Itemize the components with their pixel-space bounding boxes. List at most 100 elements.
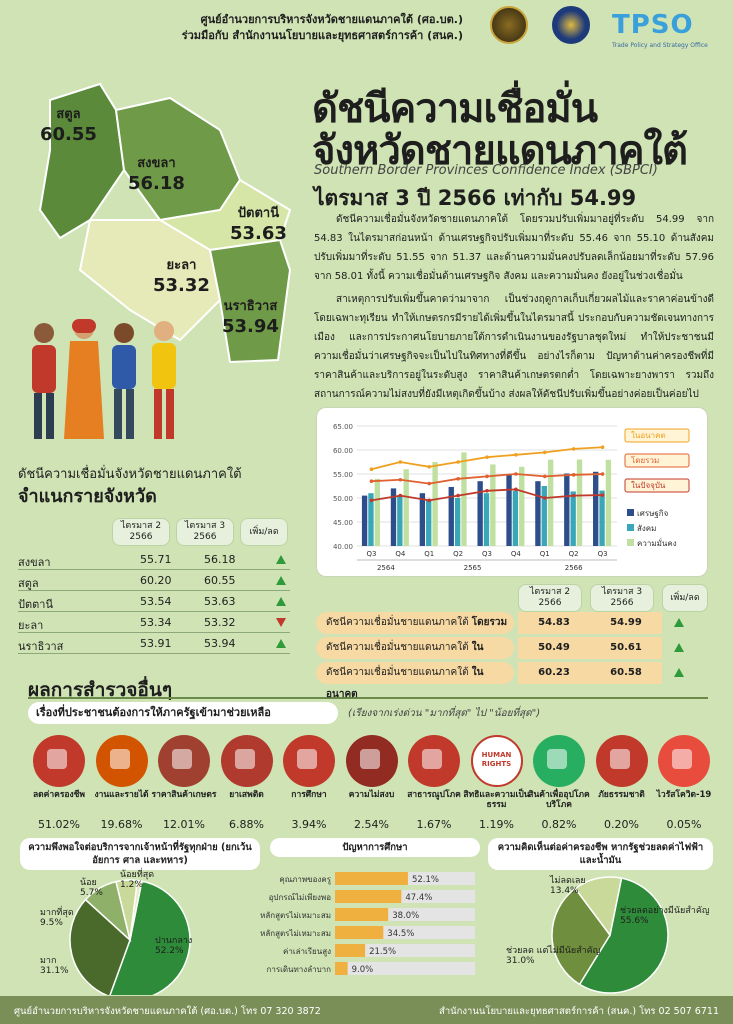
agriculture-icon — [158, 735, 210, 787]
disaster-icon — [595, 735, 648, 787]
index-col-q3: ไตรมาส 3 2566 — [590, 584, 654, 612]
chart-bar-1-1 — [397, 495, 403, 546]
arrow-up-icon — [276, 555, 286, 564]
chart-point-3-2 — [427, 465, 432, 469]
chart-point-5-5 — [514, 487, 518, 492]
chart-point-5-6 — [542, 496, 547, 500]
index-row-label-bold: โดยรวม — [471, 617, 508, 628]
help-item-label: ความไม่สงบ — [348, 790, 395, 800]
drugs-icon — [220, 735, 273, 787]
chart-point-4-7 — [571, 473, 576, 477]
help-item-percent: 6.88% — [229, 818, 264, 831]
province-row: นราธิวาส 53.91 53.94 — [18, 634, 290, 654]
chart-ytick: 55.00 — [333, 471, 353, 479]
chart-bar-1-5 — [512, 490, 519, 546]
org-line-1: ศูนย์อำนวยการบริหารจังหวัดชายแดนภาคใต้ (… — [200, 13, 463, 26]
help-item-label: ราคาสินค้าเกษตร — [151, 790, 217, 800]
help-item-label: ไวรัสโควิด-19 — [656, 790, 712, 800]
map-label-narathiwat: นราธิวาส 53.94 — [222, 299, 279, 337]
chart-ytick: 65.00 — [333, 423, 353, 431]
edu-bar-0 — [335, 872, 408, 885]
province-q3-value: 53.32 — [204, 616, 236, 629]
chart-xtick: Q2 — [453, 550, 463, 558]
ministry-seal-icon — [552, 6, 590, 44]
chart-bar-1-7 — [570, 491, 576, 546]
footer-right: สำนักงานนโยบายและยุทธศาสตร์การค้า (สนค.)… — [439, 1006, 719, 1017]
help-item-label: การศึกษา — [291, 790, 327, 800]
edu-bar-1 — [335, 890, 402, 903]
chart-legend-box — [624, 453, 690, 468]
icon-glyph — [672, 749, 692, 769]
chart-bar-2-8 — [605, 459, 612, 546]
chart-point-3-1 — [398, 460, 403, 464]
index-change-cell — [674, 668, 684, 680]
index-change-cell — [674, 643, 684, 655]
help-item-percent: 0.82% — [541, 818, 577, 831]
edu-bar-value: 38.0% — [392, 911, 419, 921]
pie-slice-1 — [551, 887, 611, 986]
chart-bar-1-4 — [483, 493, 490, 546]
map-label-satun: สตูล 60.55 — [40, 107, 97, 145]
province-row: ยะลา 53.34 53.32 — [18, 613, 290, 633]
chart-year-label: 2566 — [565, 564, 583, 572]
province-q3-value: 53.63 — [204, 595, 236, 608]
chart-year-label: 2565 — [464, 564, 482, 572]
index-row: ดัชนีความเชื่อมั่นชายแดนภาคใต้ ในปัจจุบั… — [316, 637, 708, 675]
help-item-percent: 0.20% — [604, 818, 639, 831]
map-label-yala: ยะลา 53.32 — [153, 258, 210, 296]
index-row-label: ดัชนีความเชื่อมั่นชายแดนภาคใต้ ในปัจจุบั… — [316, 637, 514, 675]
help-item-percent: 1.19% — [479, 818, 514, 831]
edu-bar-value: 21.5% — [369, 947, 396, 957]
chart-xtick: Q3 — [598, 550, 608, 558]
help-item-label: สาธารณูปโภค — [407, 790, 461, 800]
chart-point-4-6 — [542, 474, 547, 479]
arrow-up-icon — [276, 639, 286, 648]
chart-xtick: Q1 — [540, 550, 550, 558]
chart-point-3-8 — [600, 445, 605, 450]
chart-point-5-0 — [369, 498, 374, 503]
person-3-icon — [112, 323, 136, 439]
pie-label: ช่วยลดอย่างมีนัยสำคัญ 55.6% — [620, 905, 710, 926]
chart-xtick: Q4 — [511, 550, 522, 558]
index-trend-chart: 40.00 45.00 50.00 55.00 60.00 65.00 Q3 Q4 Q1 Q2 Q3… — [316, 407, 708, 577]
chart-ytick: 60.00 — [333, 447, 353, 455]
help-item-label: งานและรายได้ — [94, 790, 149, 800]
help-item-label: ยาเสพติด — [229, 790, 264, 800]
icon-glyph — [609, 749, 630, 769]
chart-legend-label: ในปัจจุบัน — [631, 481, 666, 490]
pie-slice-2 — [574, 876, 623, 937]
edu-bar-label: หลักสูตรไม่เหมาะสม — [260, 911, 331, 921]
help-item-label: ลดค่าครองชีพ — [32, 790, 86, 800]
province-name: นราธิวาส — [18, 640, 64, 653]
footer: ศูนย์อำนวยการบริหารจังหวัดชายแดนภาคใต้ (… — [0, 996, 733, 1024]
province-q2-value: 60.20 — [140, 574, 172, 587]
quarter-headline: ไตรมาส 3 ปี 2566 เท่ากับ 54.99 — [314, 186, 637, 210]
chart-bar-2-1 — [403, 469, 409, 546]
edu-bar-label: อุปกรณ์ไม่เพียงพอ — [269, 892, 332, 902]
chart-point-4-5 — [514, 472, 518, 476]
index-row: ดัชนีความเชื่อมั่นชายแดนภาคใต้ ในอนาคต 60… — [316, 662, 708, 700]
province-name: ยะลา — [18, 619, 44, 632]
chart-point-3-6 — [542, 450, 547, 455]
chart-bar-0-7 — [564, 473, 570, 546]
help-item-label: ภัยธรรมชาติ — [598, 790, 645, 800]
footer-left: ศูนย์อำนวยการบริหารจังหวัดชายแดนภาคใต้ (… — [14, 1006, 321, 1017]
arrow-down-icon — [276, 618, 286, 627]
chart-xtick: Q2 — [569, 550, 579, 558]
summary-paragraph-2: สาเหตุการปรับเพิ่มขึ้นคาดว่ามาจาก เป็นช่… — [314, 294, 714, 400]
icon-glyph — [359, 749, 380, 769]
index-q3-value: 50.61 — [590, 637, 662, 659]
index-change-cell — [674, 618, 684, 630]
chart-bar-2-0 — [374, 478, 380, 546]
chart-bar-2-6 — [547, 459, 554, 546]
index-row: ดัชนีความเชื่อมั่นชายแดนภาคใต้ โดยรวม 54.… — [316, 612, 708, 634]
chart-bar-2-5 — [519, 466, 525, 546]
survey-section-title: ผลการสำรวจอื่นๆ — [28, 679, 173, 701]
chart-bar-0-3 — [448, 486, 454, 546]
help-item-percent: 3.94% — [291, 818, 327, 831]
arrow-up-icon — [674, 668, 684, 677]
survey-divider — [28, 697, 708, 699]
people-illustration — [32, 319, 176, 439]
chart-bar-0-5 — [506, 474, 512, 546]
chart-xtick: Q3 — [482, 550, 492, 558]
